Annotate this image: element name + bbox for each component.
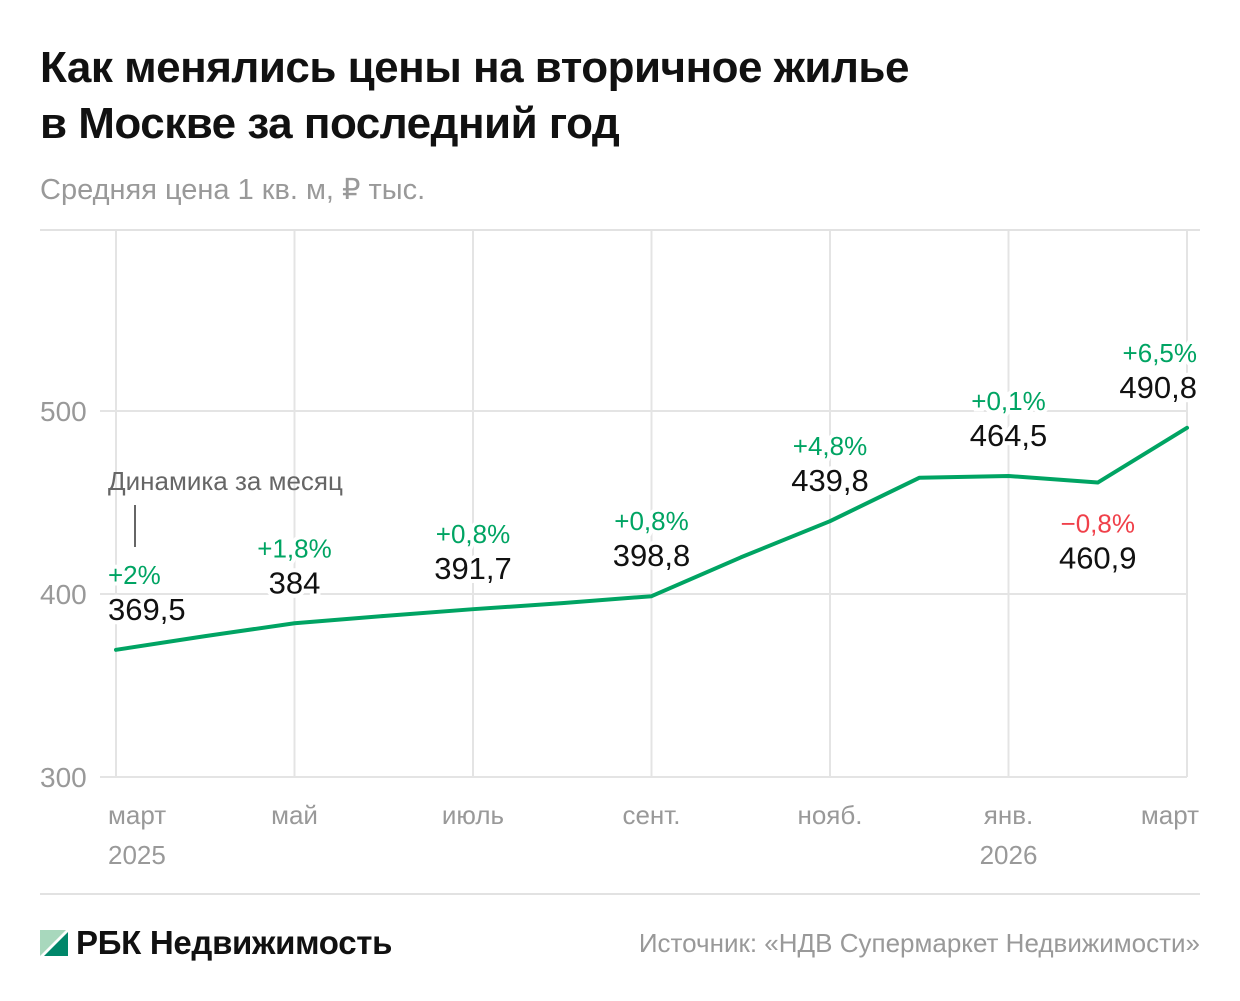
x-tick-label: июль: [442, 800, 504, 830]
price-series-line: [114, 425, 1189, 652]
title-line-2: в Москве за последний год: [40, 99, 620, 148]
data-label-change: +4,8%: [793, 431, 867, 461]
x-year-label: 2025: [108, 840, 166, 870]
y-tick-label: 500: [40, 396, 87, 427]
chart-subtitle: Средняя цена 1 кв. м, ₽ тыс.: [40, 174, 426, 206]
x-tick-label: март: [1141, 800, 1199, 830]
x-tick-label: янв.: [984, 800, 1033, 830]
x-tick-label: нояб.: [797, 800, 862, 830]
data-label-value: 460,9: [1059, 541, 1137, 576]
footer-divider: [40, 893, 1200, 895]
data-label-change: +0,8%: [436, 519, 510, 549]
chart-title: Как менялись цены на вторичное жилье в М…: [40, 40, 909, 152]
logo-mark-icon: [40, 930, 68, 956]
data-label-change: −0,8%: [1061, 509, 1135, 539]
line-chart: 300 400 500 март 2025 май июль сент. нояб. янв. 20…: [40, 229, 1201, 870]
data-label-change: +0,1%: [971, 386, 1045, 416]
y-tick-label: 300: [40, 762, 87, 793]
data-label-value: 439,8: [791, 463, 869, 498]
data-label-value: 464,5: [970, 418, 1048, 453]
data-label-change: +0,8%: [614, 506, 688, 536]
title-line-1: Как менялись цены на вторичное жилье: [40, 43, 909, 92]
logo-text: РБК Недвижимость: [76, 924, 393, 961]
y-tick-label: 400: [40, 579, 87, 610]
data-label-change: +1,8%: [257, 533, 331, 563]
data-label-change: +2%: [108, 560, 161, 590]
rbc-logo: РБК Недвижимость: [40, 924, 392, 962]
data-label-value: 369,5: [108, 592, 186, 627]
x-tick-label: май: [271, 800, 318, 830]
data-label-value: 490,8: [1119, 370, 1197, 405]
x-year-label: 2026: [980, 840, 1038, 870]
data-label-value: 391,7: [434, 551, 512, 586]
annotation-label: Динамика за месяц: [108, 466, 343, 496]
source-note: Источник: «НДВ Супермаркет Недвижимости»: [638, 928, 1200, 958]
x-tick-label: сент.: [622, 800, 680, 830]
data-label-value: 398,8: [613, 538, 691, 573]
data-label-change: +6,5%: [1123, 338, 1197, 368]
data-label-value: 384: [269, 565, 321, 600]
x-tick-label: март: [108, 800, 166, 830]
